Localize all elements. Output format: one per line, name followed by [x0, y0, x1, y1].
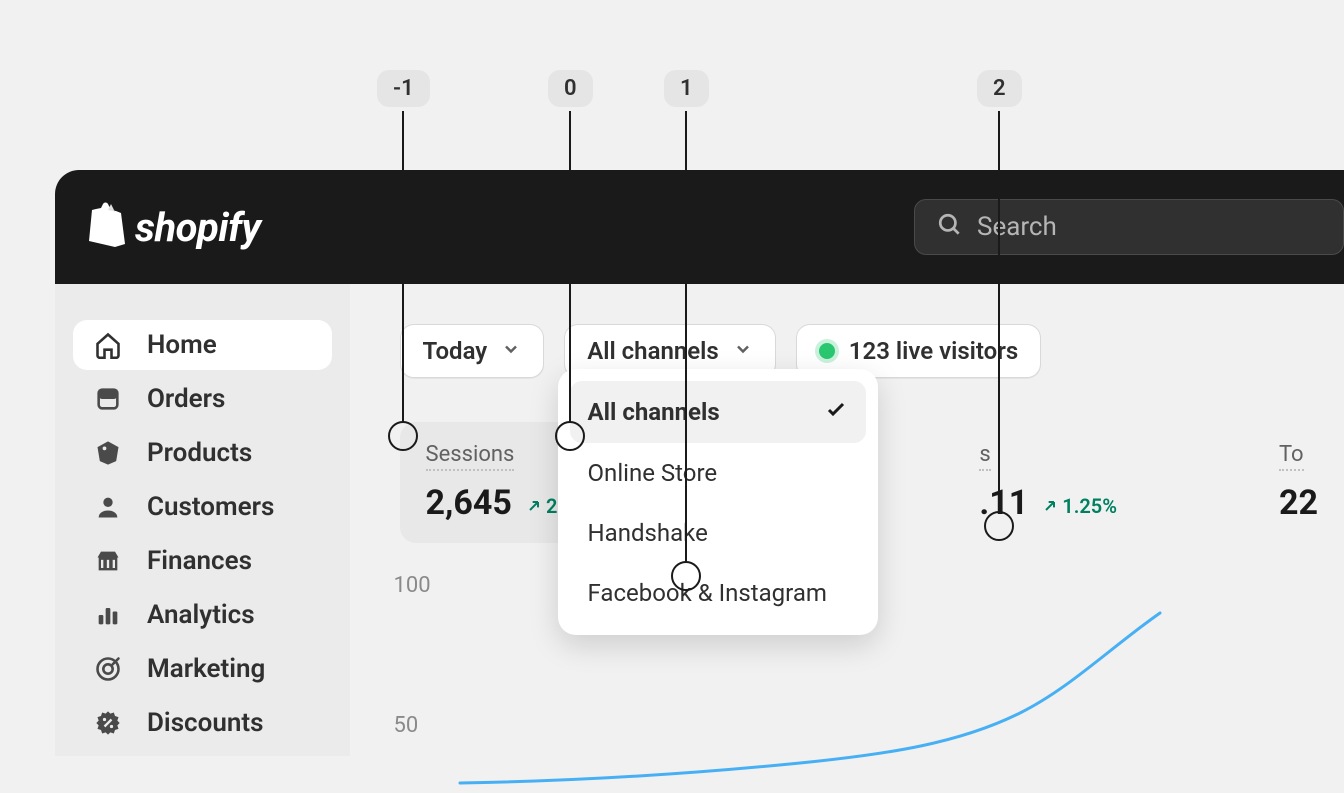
dropdown-item-label: Handshake: [588, 519, 708, 547]
metric-card-partial[interactable]: s .11 1.25%: [953, 422, 1143, 543]
y-axis-tick: 50: [394, 713, 419, 738]
annotation-badge: 1: [664, 70, 709, 107]
annotation-badge: 2: [977, 70, 1022, 107]
check-icon: [824, 397, 848, 427]
channel-dropdown-menu: All channels Online Store Handshake Face…: [558, 369, 878, 635]
sidebar-item-orders[interactable]: Orders: [73, 374, 332, 424]
dropdown-item-facebook-instagram[interactable]: Facebook & Instagram: [570, 563, 866, 623]
filter-row: Today All channels 123 live visitors: [400, 324, 1344, 378]
sidebar-item-label: Finances: [147, 546, 252, 576]
metric-card-partial-2[interactable]: To 22: [1253, 422, 1344, 543]
annotation-badge: -1: [377, 70, 430, 107]
products-icon: [93, 438, 123, 468]
sidebar-item-label: Marketing: [147, 654, 265, 684]
app-body: Home Orders Products Customers: [55, 284, 1344, 756]
finances-icon: [93, 546, 123, 576]
metric-label: s: [979, 442, 990, 471]
sidebar: Home Orders Products Customers: [55, 284, 350, 756]
sidebar-item-products[interactable]: Products: [73, 428, 332, 478]
dropdown-item-all-channels[interactable]: All channels: [570, 381, 866, 443]
main-content: Today All channels 123 live visitors: [350, 284, 1344, 756]
dropdown-item-label: All channels: [588, 398, 720, 426]
metric-label: Sessions: [426, 442, 515, 471]
channel-filter-label: All channels: [587, 337, 719, 365]
dropdown-item-label: Facebook & Instagram: [588, 579, 827, 607]
sidebar-item-discounts[interactable]: Discounts: [73, 698, 332, 748]
metric-value: 2,645: [426, 483, 512, 523]
dropdown-item-handshake[interactable]: Handshake: [570, 503, 866, 563]
sidebar-item-label: Products: [147, 438, 252, 468]
topbar: shopify Search: [55, 170, 1344, 284]
metric-card-sessions[interactable]: Sessions 2,645 2: [400, 422, 584, 543]
date-filter-dropdown[interactable]: Today: [400, 324, 545, 378]
brand[interactable]: shopify: [83, 201, 261, 253]
sidebar-item-customers[interactable]: Customers: [73, 482, 332, 532]
discounts-icon: [93, 708, 123, 738]
date-filter-label: Today: [423, 337, 488, 365]
customers-icon: [93, 492, 123, 522]
home-icon: [93, 330, 123, 360]
chevron-down-icon: [733, 337, 753, 365]
sidebar-item-label: Home: [147, 330, 217, 360]
sidebar-item-marketing[interactable]: Marketing: [73, 644, 332, 694]
orders-icon: [93, 384, 123, 414]
search-placeholder: Search: [977, 212, 1057, 242]
sidebar-item-analytics[interactable]: Analytics: [73, 590, 332, 640]
marketing-icon: [93, 654, 123, 684]
metric-delta: 2: [526, 494, 557, 518]
shopify-bag-icon: [83, 201, 125, 253]
brand-name: shopify: [135, 204, 261, 251]
sidebar-item-home[interactable]: Home: [73, 320, 332, 370]
analytics-icon: [93, 600, 123, 630]
metric-value: 22: [1279, 483, 1318, 523]
search-input[interactable]: Search: [914, 199, 1344, 255]
app-window: shopify Search Home Orders: [55, 170, 1344, 756]
annotation-badge: 0: [548, 70, 593, 107]
live-visitors-label: 123 live visitors: [849, 337, 1018, 365]
chevron-down-icon: [501, 337, 521, 365]
metric-label: To: [1279, 442, 1304, 471]
metric-delta: 1.25%: [1042, 494, 1117, 518]
sidebar-item-label: Analytics: [147, 600, 255, 630]
dropdown-item-label: Online Store: [588, 459, 718, 487]
dropdown-item-online-store[interactable]: Online Store: [570, 443, 866, 503]
sidebar-item-label: Customers: [147, 492, 274, 522]
metric-value: .11: [979, 483, 1028, 523]
y-axis-tick: 100: [394, 573, 431, 598]
sidebar-item-label: Discounts: [147, 708, 263, 738]
live-dot-icon: [819, 343, 835, 359]
sidebar-item-finances[interactable]: Finances: [73, 536, 332, 586]
search-icon: [937, 212, 963, 242]
sidebar-item-label: Orders: [147, 384, 225, 414]
